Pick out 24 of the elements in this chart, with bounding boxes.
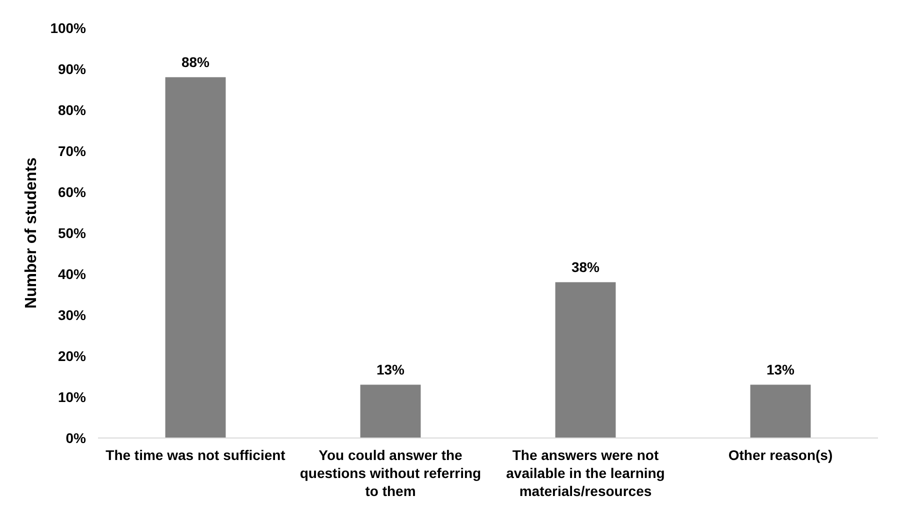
- y-tick-label: 90%: [58, 60, 87, 77]
- data-label: 38%: [571, 259, 600, 276]
- y-tick-label: 0%: [66, 430, 87, 446]
- x-tick-label: The time was not sufficient: [106, 447, 286, 463]
- y-tick-label: 20%: [58, 348, 87, 364]
- y-tick-label: 10%: [58, 388, 87, 405]
- data-label: 13%: [376, 362, 406, 378]
- y-tick-label: 100%: [50, 20, 87, 36]
- bar: [360, 384, 421, 438]
- bar: [555, 282, 616, 438]
- y-tick-label: 60%: [58, 184, 87, 200]
- x-tick-label: The answers were not available in the learning materials/resources: [506, 447, 665, 499]
- y-tick-label: 80%: [58, 102, 87, 118]
- bar: [165, 77, 226, 438]
- y-axis-title: Number of students: [23, 157, 40, 309]
- x-tick-label: Other reason(s): [728, 447, 833, 463]
- y-tick-label: 30%: [58, 306, 87, 323]
- x-tick-label: You could answer the questions without referring to them: [300, 447, 482, 499]
- data-label: 88%: [181, 54, 210, 70]
- y-tick-label: 70%: [58, 142, 87, 159]
- bar: [750, 384, 811, 438]
- y-tick-label: 50%: [58, 224, 87, 241]
- y-tick-label: 40%: [58, 266, 87, 282]
- data-label: 13%: [766, 362, 796, 378]
